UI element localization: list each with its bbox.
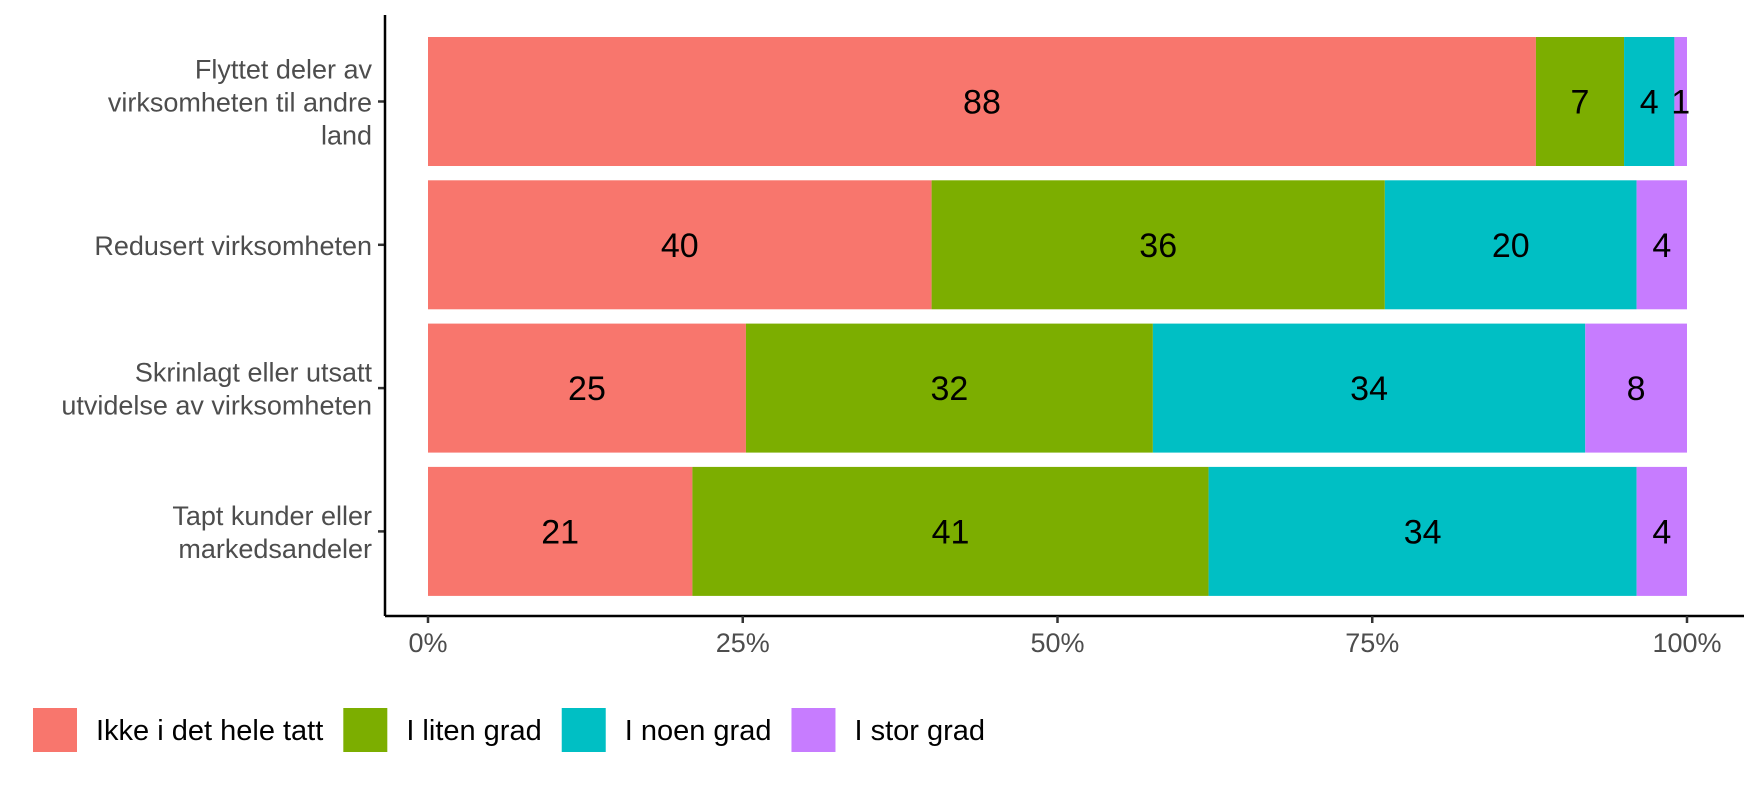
y-tick-label: land [321, 121, 372, 151]
bar-segment [1208, 466, 1637, 596]
bar-segment [692, 466, 1209, 596]
x-tick-label: 100% [1652, 628, 1721, 658]
bar-segment [1535, 37, 1625, 166]
data-label: 7 [1571, 84, 1590, 122]
bar-segment [1624, 37, 1675, 166]
legend-label: I liten grad [406, 715, 541, 747]
x-axis: 0% 25% 50% 75% 100% [385, 614, 1744, 658]
x-tick-label: 50% [1030, 628, 1084, 658]
legend-label: Ikke i det hele tatt [96, 715, 323, 747]
legend-key [561, 708, 606, 752]
data-label: 20 [1492, 227, 1530, 265]
data-label: 32 [930, 370, 968, 408]
bar-segment [1674, 37, 1687, 166]
legend: Ikke i det hele tatt I liten grad I noen g… [33, 708, 985, 752]
data-label: 34 [1404, 513, 1442, 551]
data-label: 40 [661, 227, 699, 265]
bars-layer [428, 37, 1687, 596]
data-label: 1 [1671, 84, 1690, 122]
bar-segment [1636, 180, 1687, 310]
bar-segment [1636, 466, 1687, 596]
data-label: 88 [963, 84, 1001, 122]
data-label: 21 [541, 513, 579, 551]
bar-segment [1585, 323, 1687, 453]
data-label: 25 [568, 370, 606, 408]
data-label: 41 [932, 513, 970, 551]
legend-key [33, 708, 77, 752]
legend-key [343, 708, 388, 752]
bar-segment [428, 180, 932, 310]
data-label: 8 [1627, 370, 1646, 408]
y-tick-label: Flyttet deler av [195, 55, 373, 85]
y-tick-label: Skrinlagt eller utsatt [135, 358, 373, 388]
bar-segment [1384, 180, 1637, 310]
bar-segment [428, 37, 1536, 166]
legend-key [791, 708, 836, 752]
bar-segment [1152, 323, 1586, 453]
legend-label: I noen grad [625, 715, 772, 747]
bar-segment [428, 466, 693, 596]
data-label: 34 [1350, 370, 1388, 408]
y-tick-label: virksomheten til andre [108, 88, 372, 118]
y-tick-label: Tapt kunder eller [172, 501, 372, 531]
x-tick-label: 25% [716, 628, 770, 658]
data-label: 36 [1139, 227, 1177, 265]
data-label: 4 [1652, 227, 1671, 265]
x-tick-label: 75% [1345, 628, 1399, 658]
y-tick-label: utvidelse av virksomheten [61, 391, 372, 421]
bar-segment [931, 180, 1385, 310]
x-tick-label: 0% [408, 628, 447, 658]
legend-label: I stor grad [854, 715, 985, 747]
bar-segment [428, 323, 746, 453]
y-tick-label: markedsandeler [178, 534, 372, 564]
y-tick-label: Redusert virksomheten [94, 231, 372, 261]
data-labels-layer: 88 7 4 140 36 20 425 32 34 821 41 34 4 [541, 84, 1690, 552]
data-label: 4 [1640, 84, 1659, 122]
data-label: 4 [1652, 513, 1671, 551]
bar-segment [745, 323, 1153, 453]
